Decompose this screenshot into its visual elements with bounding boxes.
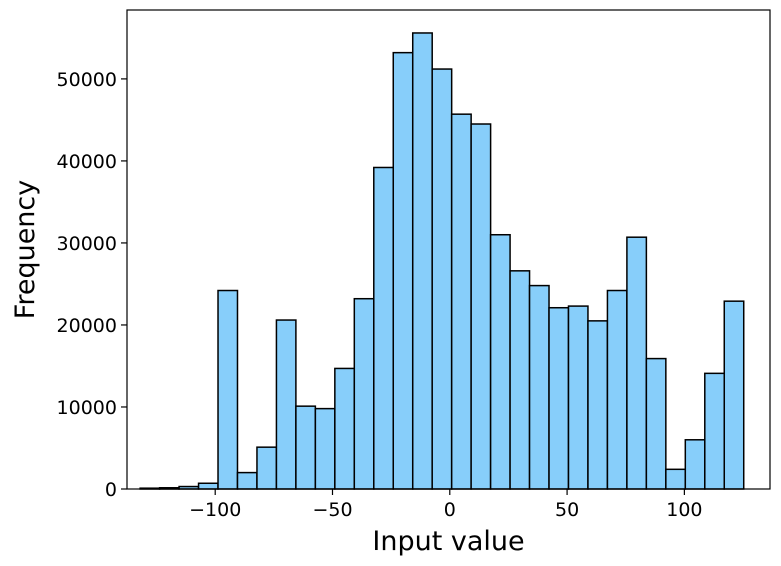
histogram-bar (626, 236, 648, 490)
histogram-bar (334, 367, 356, 490)
histogram-bars (139, 32, 745, 490)
histogram-bar (470, 123, 492, 490)
histogram-bar (450, 113, 472, 490)
histogram-bar (548, 306, 570, 490)
histogram-bar (314, 407, 336, 490)
histogram-bar (431, 68, 453, 490)
histogram-bar (684, 439, 706, 490)
histogram-bar (587, 320, 609, 490)
histogram-bar (295, 405, 317, 490)
y-axis-title: Frequency (10, 180, 41, 320)
histogram-bar (275, 319, 297, 490)
y-tick-label: 0 (105, 479, 117, 501)
x-tick-label: −50 (312, 499, 352, 521)
y-axis-ticks: 0 10000 20000 30000 40000 50000 (57, 69, 127, 501)
histogram-bar (373, 166, 394, 490)
y-tick-label: 30000 (57, 233, 117, 255)
histogram-bar (528, 284, 550, 490)
histogram-bar (236, 471, 258, 490)
x-tick-label: 0 (444, 499, 456, 521)
histogram-bar (567, 305, 589, 490)
histogram-bar (392, 51, 414, 490)
x-axis-title: Input value (372, 526, 524, 557)
histogram-bar (217, 289, 239, 490)
histogram-bar (197, 482, 219, 490)
histogram-bar (353, 297, 375, 490)
x-tick-label: 100 (666, 499, 702, 521)
histogram-bar (509, 270, 531, 490)
x-tick-label: −100 (189, 499, 241, 521)
histogram-bar (704, 372, 726, 490)
y-tick-label: 40000 (57, 151, 117, 173)
histogram-bar (411, 32, 433, 490)
histogram-bar (606, 289, 628, 490)
histogram-bar (665, 468, 687, 490)
x-tick-label: 50 (555, 499, 579, 521)
y-tick-label: 20000 (57, 315, 117, 337)
histogram-bar (256, 446, 278, 490)
y-tick-label: 50000 (57, 69, 117, 91)
y-tick-label: 10000 (57, 397, 117, 419)
histogram-bar (489, 233, 511, 490)
plot-frame (126, 9, 771, 490)
histogram-bar (723, 300, 745, 490)
x-axis-ticks: −100 −50 0 50 100 (189, 489, 703, 521)
histogram-bar (645, 357, 667, 490)
